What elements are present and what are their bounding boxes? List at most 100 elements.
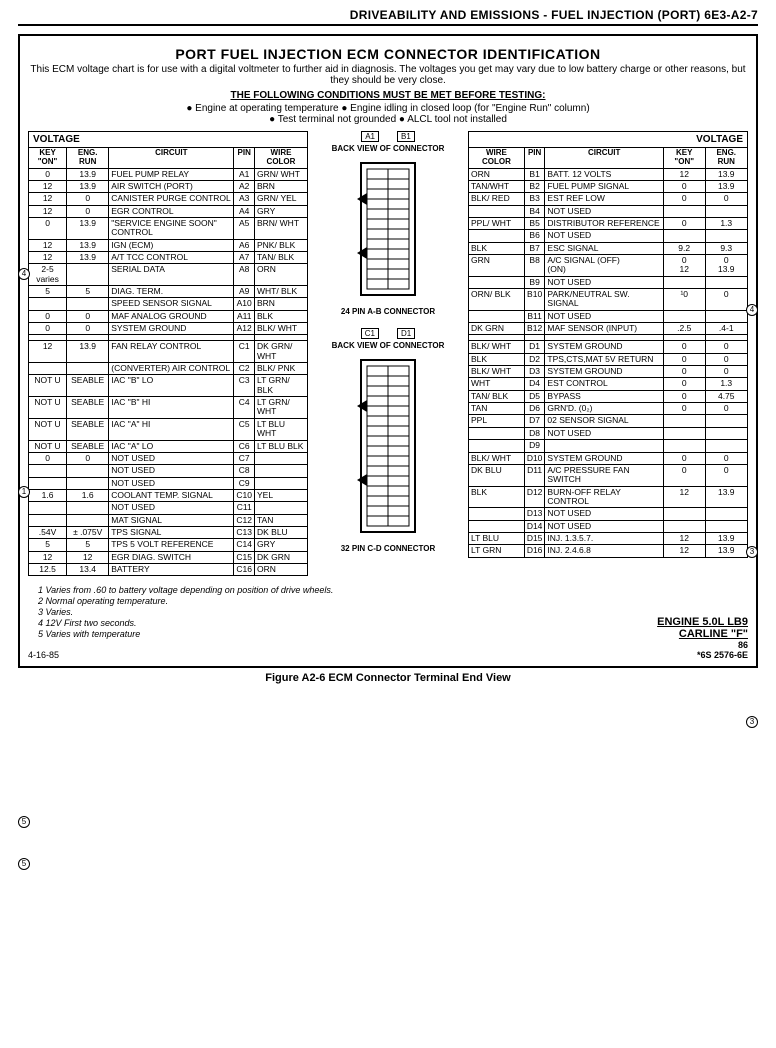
cell: YEL bbox=[254, 489, 307, 501]
cell: 12 bbox=[29, 205, 67, 217]
cell: 4.75 bbox=[705, 390, 748, 402]
table-row: 1212EGR DIAG. SWITCHC15DK GRN bbox=[29, 551, 308, 563]
cell: NOT USED bbox=[545, 427, 664, 439]
cell: 0 bbox=[663, 390, 705, 402]
carline-label: CARLINE "F" bbox=[657, 628, 748, 640]
table-row: D9 bbox=[469, 440, 748, 452]
figure-caption: Figure A2-6 ECM Connector Terminal End V… bbox=[18, 672, 758, 684]
subtitle: This ECM voltage chart is for use with a… bbox=[28, 64, 748, 86]
table-row: 1213.9FAN RELAY CONTROLC1DK GRN/ WHT bbox=[29, 341, 308, 363]
cell: ORN bbox=[254, 264, 307, 286]
table-row: MAT SIGNALC12TAN bbox=[29, 514, 308, 526]
cell: 0 bbox=[705, 464, 748, 486]
cell: D9 bbox=[524, 440, 545, 452]
cell bbox=[254, 502, 307, 514]
cell bbox=[705, 230, 748, 242]
table-row: DK BLUD11A/C PRESSURE FAN SWITCH00 bbox=[469, 464, 748, 486]
cell: B5 bbox=[524, 217, 545, 229]
main-frame: 4 1 5 5 4 3 3 PORT FUEL INJECTION ECM CO… bbox=[18, 34, 758, 668]
cell bbox=[663, 415, 705, 427]
cell: GRY bbox=[254, 205, 307, 217]
table-row: TAN/WHTB2FUEL PUMP SIGNAL013.9 bbox=[469, 180, 748, 192]
table-row: NOT USEABLEIAC "A" LOC6LT BLU BLK bbox=[29, 440, 308, 452]
cell: A11 bbox=[234, 310, 255, 322]
cell bbox=[469, 276, 525, 288]
pin-c1-label: C1 bbox=[361, 328, 379, 339]
cell: B4 bbox=[524, 205, 545, 217]
cell: 13.9 bbox=[67, 239, 109, 251]
cell: 13.4 bbox=[67, 563, 109, 575]
cell: 0 bbox=[67, 193, 109, 205]
cell: 5 bbox=[29, 539, 67, 551]
cell: LT GRN/ WHT bbox=[254, 397, 307, 419]
cell: 13.9 bbox=[705, 180, 748, 192]
cell: FAN RELAY CONTROL bbox=[109, 341, 234, 363]
cell: C8 bbox=[234, 465, 255, 477]
table-row: B11NOT USED bbox=[469, 310, 748, 322]
cell: 0 bbox=[705, 452, 748, 464]
cell: NOT USED bbox=[545, 230, 664, 242]
cell bbox=[663, 230, 705, 242]
cell bbox=[29, 477, 67, 489]
table-row: 2-5 variesSERIAL DATAA8ORN bbox=[29, 264, 308, 286]
cell: 2-5 varies bbox=[29, 264, 67, 286]
cell: LT BLU BLK bbox=[254, 440, 307, 452]
cell: EST REF LOW bbox=[545, 193, 664, 205]
table-row: TAND6GRN'D. (0₂)00 bbox=[469, 403, 748, 415]
cell: DIAG. TERM. bbox=[109, 286, 234, 298]
cell: C11 bbox=[234, 502, 255, 514]
cell bbox=[469, 230, 525, 242]
cell: B12 bbox=[524, 323, 545, 335]
conn2-backview: BACK VIEW OF CONNECTOR bbox=[316, 341, 460, 350]
cell: 12 bbox=[29, 239, 67, 251]
note-ref-4: 4 bbox=[18, 268, 30, 280]
cell: LT GRN/ BLK bbox=[254, 375, 307, 397]
table-row: B9NOT USED bbox=[469, 276, 748, 288]
cell: 12 bbox=[663, 532, 705, 544]
table-row: 55DIAG. TERM.A9WHT/ BLK bbox=[29, 286, 308, 298]
table-row: TAN/ BLKD5BYPASS04.75 bbox=[469, 390, 748, 402]
conn1-name: 24 PIN A-B CONNECTOR bbox=[316, 307, 460, 316]
cell: 0 bbox=[29, 452, 67, 464]
cell: 13.9 bbox=[67, 341, 109, 363]
cell: C9 bbox=[234, 477, 255, 489]
cell: 5 bbox=[29, 286, 67, 298]
cell: CANISTER PURGE CONTROL bbox=[109, 193, 234, 205]
cell: MAF ANALOG GROUND bbox=[109, 310, 234, 322]
cell: 0 13.9 bbox=[705, 255, 748, 277]
connector-32pin-icon bbox=[353, 356, 423, 536]
table-row: D13NOT USED bbox=[469, 508, 748, 520]
footnotes: 1 Varies from .60 to battery voltage dep… bbox=[28, 584, 333, 640]
cell bbox=[469, 427, 525, 439]
cell: .4-1 bbox=[705, 323, 748, 335]
cell: SYSTEM GROUND bbox=[109, 323, 234, 335]
cell: 0 bbox=[663, 452, 705, 464]
cell: C12 bbox=[234, 514, 255, 526]
pin-d1-label: D1 bbox=[397, 328, 415, 339]
cell: D14 bbox=[524, 520, 545, 532]
cell: 0 bbox=[705, 366, 748, 378]
cell: GRN'D. (0₂) bbox=[545, 403, 664, 415]
cell: PNK/ BLK bbox=[254, 239, 307, 251]
cell: BYPASS bbox=[545, 390, 664, 402]
connector-diagrams: A1 B1 BACK VIEW OF CONNECTOR 24 PIN A-B … bbox=[314, 131, 462, 555]
cell: DK BLU bbox=[469, 464, 525, 486]
right-table: WIRE COLORPINCIRCUITKEY "ON"ENG. RUN ORN… bbox=[468, 147, 748, 558]
cell: WHT bbox=[469, 378, 525, 390]
cell: D5 bbox=[524, 390, 545, 402]
cell: EGR CONTROL bbox=[109, 205, 234, 217]
cell: D6 bbox=[524, 403, 545, 415]
cell: 12 bbox=[663, 545, 705, 557]
cell: D4 bbox=[524, 378, 545, 390]
cell: GRN bbox=[469, 255, 525, 277]
cell: B2 bbox=[524, 180, 545, 192]
cell: NOT USED bbox=[109, 477, 234, 489]
cell: GRY bbox=[254, 539, 307, 551]
cell: 13.9 bbox=[67, 217, 109, 239]
table-row: NOT USEABLEIAC "B" LOC3LT GRN/ BLK bbox=[29, 375, 308, 397]
cell: SERIAL DATA bbox=[109, 264, 234, 286]
cell: BLK bbox=[469, 486, 525, 508]
cell: C4 bbox=[234, 397, 255, 419]
cell: NOT USED bbox=[545, 205, 664, 217]
cell: SEABLE bbox=[67, 418, 109, 440]
